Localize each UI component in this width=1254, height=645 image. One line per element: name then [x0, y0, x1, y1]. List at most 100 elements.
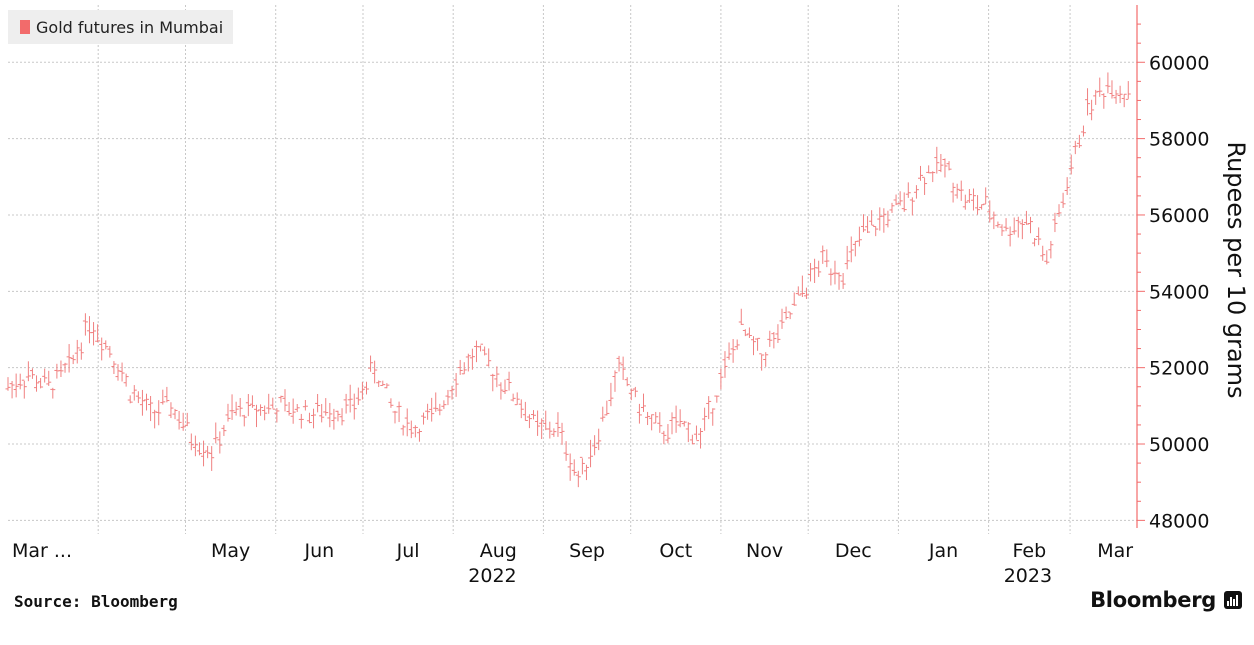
- price-bar: [290, 398, 296, 424]
- price-bar: [1109, 80, 1115, 99]
- price-bar: [755, 337, 761, 351]
- price-bar: [1113, 89, 1119, 104]
- price-bar: [274, 408, 280, 423]
- price-bar: [966, 189, 972, 203]
- price-bar: [665, 424, 671, 444]
- price-bar: [144, 393, 150, 411]
- price-bar: [1093, 89, 1099, 105]
- price-bar: [852, 240, 858, 257]
- price-bar: [486, 348, 492, 367]
- price-bar: [441, 400, 447, 410]
- price-bar: [180, 412, 186, 431]
- price-bar: [498, 382, 504, 400]
- price-bar: [392, 410, 398, 424]
- price-bar: [600, 406, 606, 422]
- price-bar: [763, 352, 769, 367]
- price-bar: [339, 408, 345, 426]
- price-bar: [298, 413, 304, 429]
- price-bar: [881, 208, 887, 233]
- price-bar: [673, 405, 679, 433]
- price-bar: [808, 262, 814, 282]
- price-bar: [396, 401, 402, 423]
- price-bar: [1032, 237, 1038, 247]
- price-bar: [510, 393, 516, 402]
- price-bar: [991, 211, 997, 230]
- price-bar: [253, 404, 259, 428]
- price-bar: [885, 210, 891, 228]
- price-bar: [632, 386, 638, 398]
- price-bar: [416, 428, 422, 442]
- price-bar: [612, 370, 618, 392]
- price-bar: [865, 216, 871, 233]
- price-bar: [152, 409, 158, 429]
- price-bar: [9, 380, 15, 399]
- y-axis-label: Rupees per 10 grams: [1222, 141, 1250, 398]
- price-bar: [877, 207, 883, 231]
- price-bar: [91, 322, 97, 346]
- price-bar: [942, 158, 948, 178]
- price-bar: [1011, 217, 1017, 235]
- price-bar: [461, 362, 467, 375]
- price-bar: [123, 373, 129, 387]
- price-bar: [148, 395, 154, 422]
- price-bar: [429, 397, 435, 422]
- price-bar: [1048, 240, 1054, 259]
- price-bar: [551, 428, 557, 437]
- price-bar: [706, 396, 712, 420]
- price-bar: [824, 249, 830, 268]
- x-tick-label: May: [211, 540, 250, 562]
- price-bar: [469, 348, 475, 370]
- price-bar: [840, 273, 846, 289]
- price-bar: [388, 398, 394, 408]
- price-bar: [514, 392, 520, 406]
- price-bar: [490, 373, 496, 392]
- price-bar: [1097, 77, 1103, 97]
- price-bar: [465, 353, 471, 372]
- price-bar: [1056, 204, 1062, 217]
- y-tick-label: 50000: [1149, 434, 1209, 456]
- price-bar: [588, 439, 594, 468]
- price-bar: [869, 210, 875, 226]
- price-bar: [172, 408, 178, 420]
- price-bar: [844, 245, 850, 270]
- price-bar: [926, 165, 932, 174]
- price-bar: [278, 395, 284, 403]
- price-bar: [905, 182, 911, 198]
- price-bar: [1044, 250, 1050, 265]
- price-bar: [315, 393, 321, 413]
- price-bar: [799, 275, 805, 297]
- price-bar: [746, 327, 752, 338]
- price-bar: [217, 431, 223, 454]
- price-bar: [196, 442, 202, 456]
- price-bar: [184, 412, 190, 427]
- price-bar: [750, 336, 756, 356]
- price-bar: [702, 407, 708, 431]
- price-bar: [408, 420, 414, 439]
- x-year-label: 2023: [1004, 565, 1052, 587]
- price-bar: [1036, 227, 1042, 246]
- price-bar: [1015, 216, 1021, 238]
- price-bar: [306, 412, 312, 424]
- price-bar: [46, 370, 52, 386]
- x-year-label: 2022: [468, 565, 516, 587]
- price-bar: [25, 361, 31, 382]
- y-tick-label: 54000: [1149, 281, 1209, 303]
- price-series: [5, 72, 1131, 488]
- price-bar: [1121, 93, 1127, 108]
- price-bar: [518, 399, 524, 419]
- price-bar: [803, 287, 809, 299]
- price-bar: [624, 377, 630, 387]
- price-bar: [946, 161, 952, 171]
- price-bar: [160, 389, 166, 405]
- price-bar: [938, 154, 944, 173]
- price-bar: [795, 286, 801, 296]
- price-bar: [99, 337, 105, 361]
- price-bar: [1105, 72, 1111, 94]
- price-bar: [1064, 177, 1070, 195]
- price-bar: [620, 356, 626, 380]
- price-bar: [742, 329, 748, 337]
- price-bar: [323, 398, 329, 416]
- price-bar: [922, 176, 928, 195]
- price-bar: [653, 411, 659, 424]
- brand-logo: Bloomberg: [1090, 588, 1242, 612]
